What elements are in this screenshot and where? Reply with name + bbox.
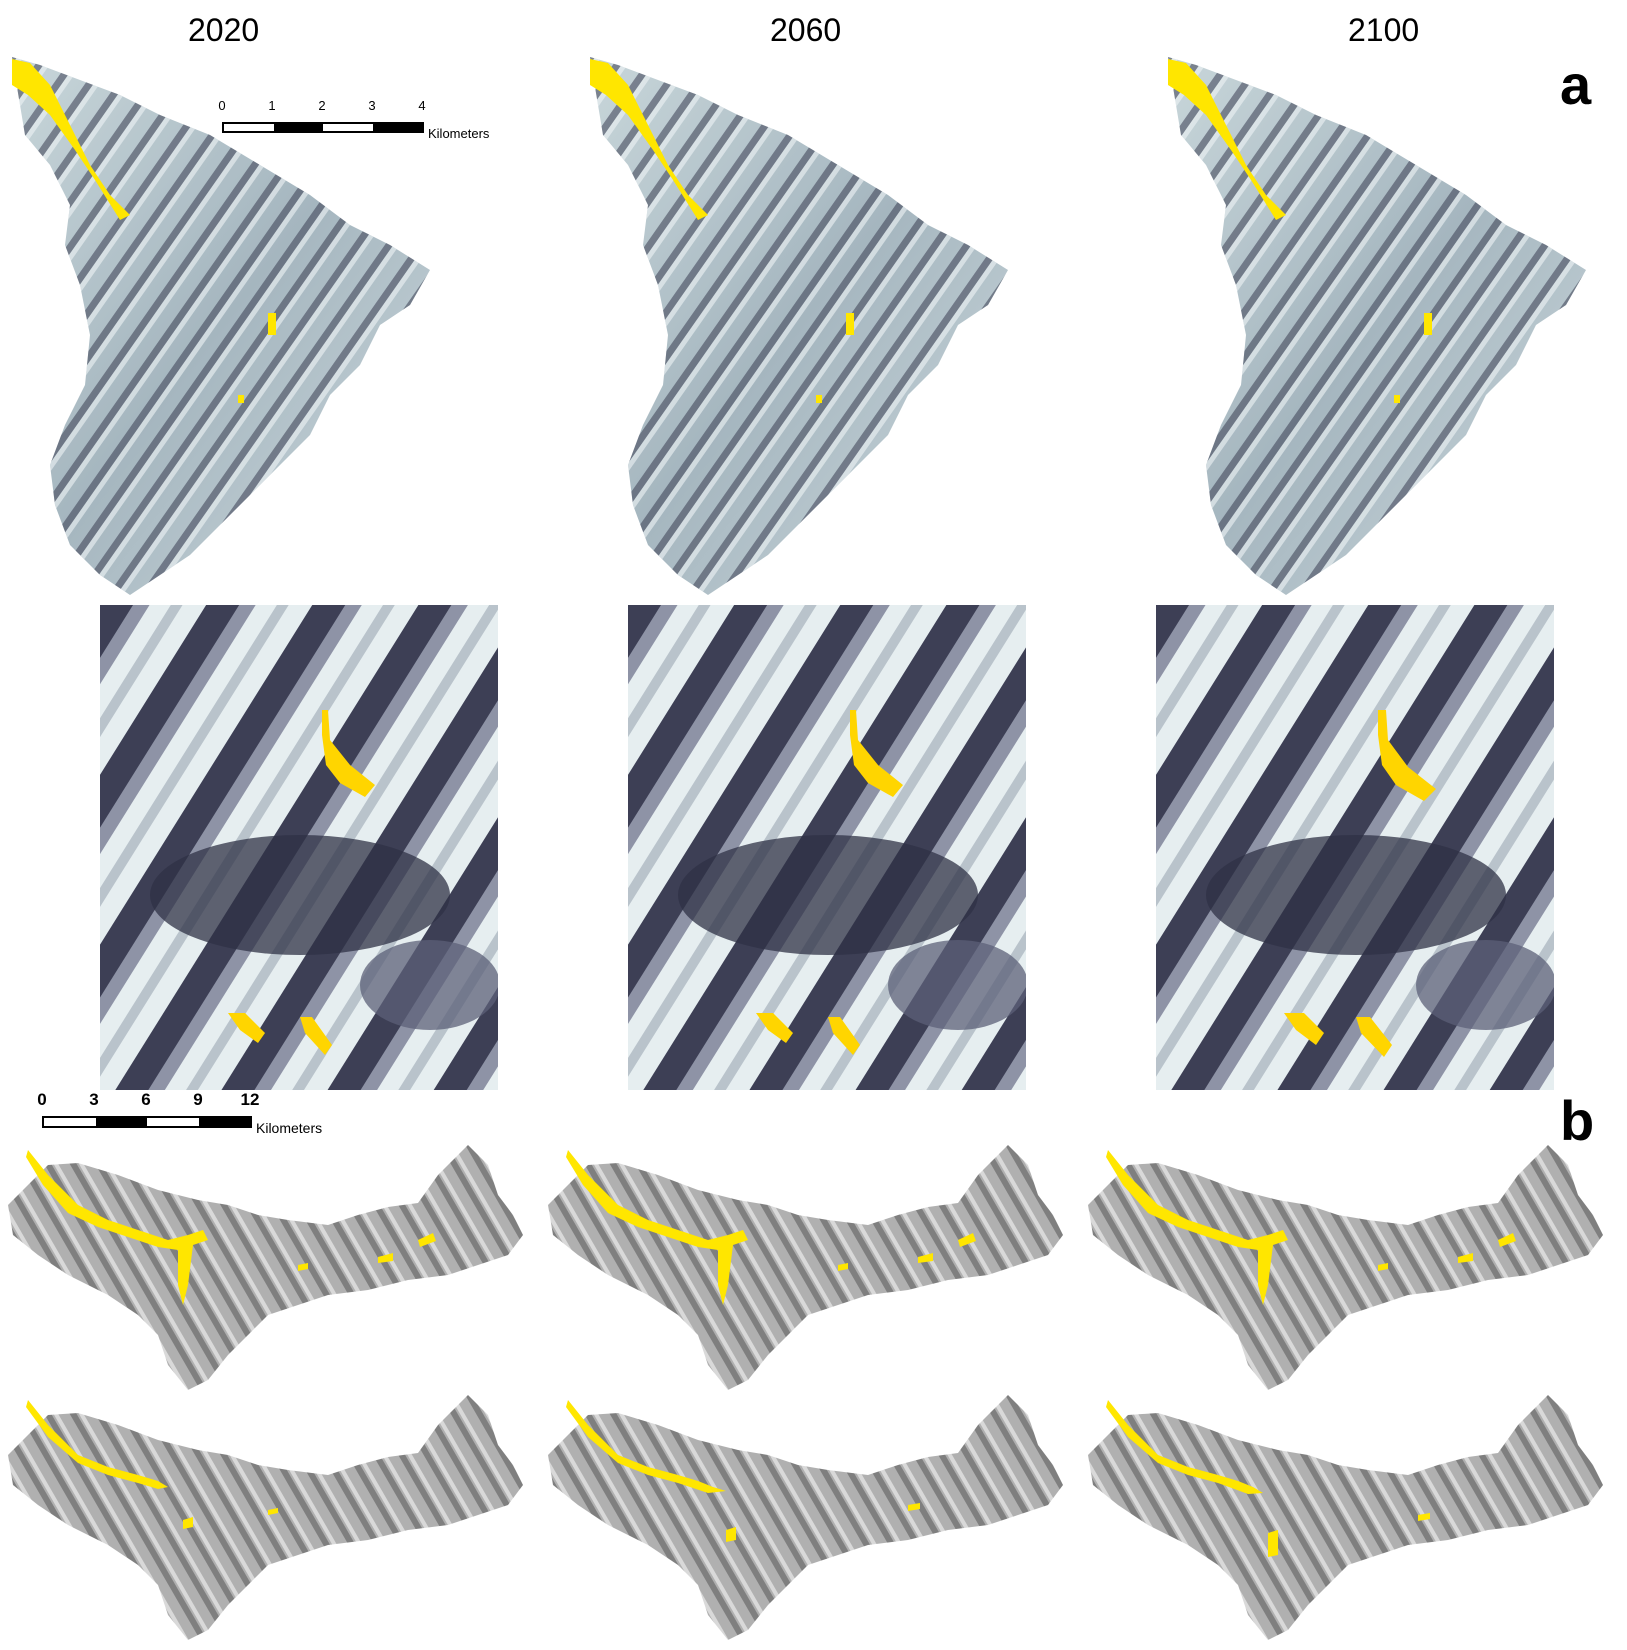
scale-b-tick-0: 0 — [37, 1090, 47, 1109]
scale-bar-a: 0 1 2 3 4 Kilometers — [218, 98, 522, 144]
flood-cell-cluster — [322, 710, 375, 797]
valley-map-row1-2060 — [548, 1145, 1063, 1390]
flood-extent — [26, 1400, 168, 1489]
valley-map-row1-2020 — [8, 1145, 523, 1390]
zoom-map-2060 — [628, 605, 1026, 1090]
panel-letter-a: a — [1560, 53, 1592, 116]
scale-a-tick-0: 0 — [218, 98, 226, 113]
flood-cell-cluster — [850, 710, 903, 797]
catchment-map-2100 — [1168, 57, 1586, 595]
flood-extent — [566, 1150, 748, 1305]
scale-a-tick-3: 3 — [368, 98, 376, 113]
year-label-2020: 2020 — [188, 12, 260, 48]
valley-map-row2-2060 — [548, 1395, 1063, 1640]
valley-map-row2-2020 — [8, 1395, 523, 1640]
flood-extent — [590, 59, 708, 220]
catchment-map-2060 — [590, 57, 1008, 595]
scale-b-bar — [42, 1116, 252, 1128]
scale-b-tick-1: 3 — [89, 1090, 99, 1109]
valley-map-row2-2100 — [1088, 1395, 1603, 1640]
catchment-map-2020 — [12, 57, 430, 595]
scale-a-unit: Kilometers — [428, 126, 490, 141]
scale-b-tick-3: 9 — [193, 1090, 203, 1109]
scale-a-tick-4: 4 — [418, 98, 426, 113]
scale-b-tick-4: 12 — [240, 1090, 260, 1109]
scale-a-tick-1: 1 — [268, 98, 276, 113]
scale-b-tick-2: 6 — [141, 1090, 151, 1109]
flood-extent — [12, 59, 130, 220]
zoom-map-2020 — [100, 605, 498, 1090]
zoom-map-2100 — [1156, 605, 1554, 1090]
valley-map-row1-2100 — [1088, 1145, 1603, 1390]
scale-b-unit: Kilometers — [256, 1120, 323, 1136]
flood-extent — [26, 1150, 208, 1305]
year-label-2060: 2060 — [770, 12, 842, 48]
flood-extent — [1168, 59, 1286, 220]
flood-cell-cluster — [1378, 710, 1436, 801]
year-label-2100: 2100 — [1348, 12, 1420, 48]
scale-a-bar — [222, 122, 424, 133]
panel-letter-b: b — [1560, 1089, 1595, 1152]
scale-bar-b: 0 3 6 9 12 Kilometers — [37, 1090, 362, 1140]
flood-extent — [1106, 1150, 1288, 1305]
valley-outline — [8, 1145, 523, 1390]
scale-a-tick-2: 2 — [318, 98, 326, 113]
